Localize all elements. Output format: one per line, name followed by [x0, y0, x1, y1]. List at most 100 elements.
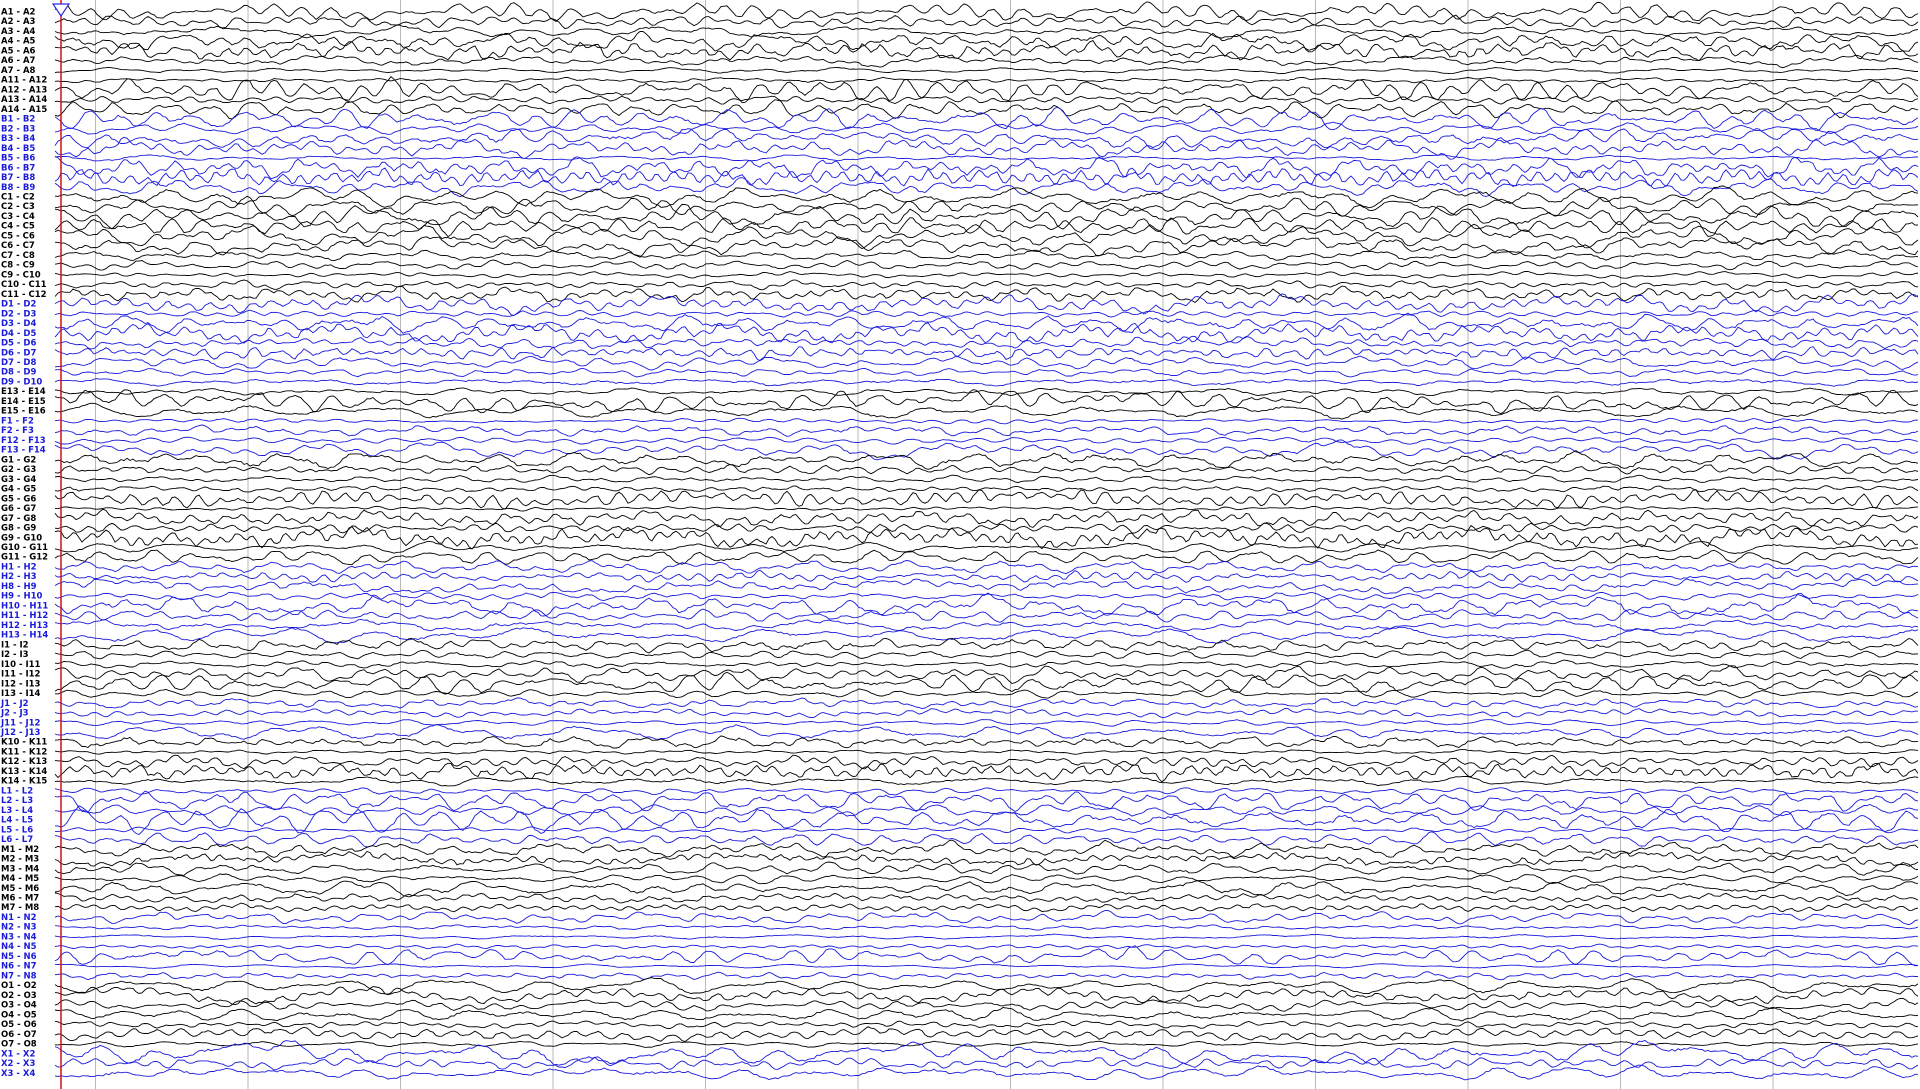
channel-label[interactable]: C9 - C10: [1, 270, 41, 280]
channel-label[interactable]: A6 - A7: [1, 56, 36, 66]
channel-label[interactable]: H1 - H2: [1, 562, 37, 572]
channel-label[interactable]: A7 - A8: [1, 66, 36, 76]
channel-label[interactable]: F2 - F3: [1, 426, 34, 436]
channel-label[interactable]: K11 - K12: [1, 747, 47, 757]
channel-label[interactable]: B2 - B3: [1, 124, 35, 134]
channel-label[interactable]: C8 - C9: [1, 261, 35, 271]
channel-label[interactable]: A14 - A15: [1, 105, 47, 115]
channel-label[interactable]: B1 - B2: [1, 115, 35, 125]
channel-label[interactable]: C4 - C5: [1, 222, 35, 232]
channel-label[interactable]: M7 - M8: [1, 903, 39, 913]
channel-label[interactable]: O5 - O6: [1, 1020, 37, 1030]
channel-label[interactable]: E14 - E15: [1, 397, 46, 407]
channel-label[interactable]: B4 - B5: [1, 144, 35, 154]
channel-label[interactable]: G7 - G8: [1, 514, 36, 524]
channel-label[interactable]: X1 - X2: [1, 1049, 35, 1059]
channel-label[interactable]: N6 - N7: [1, 962, 37, 972]
channel-label[interactable]: A1 - A2: [1, 8, 36, 18]
channel-label[interactable]: O1 - O2: [1, 981, 37, 991]
channel-label[interactable]: K10 - K11: [1, 738, 47, 748]
channel-label[interactable]: N1 - N2: [1, 913, 37, 923]
channel-label[interactable]: G10 - G11: [1, 543, 48, 553]
channel-label[interactable]: L5 - L6: [1, 825, 33, 835]
channel-label[interactable]: G4 - G5: [1, 485, 36, 495]
channel-label[interactable]: C7 - C8: [1, 251, 35, 261]
channel-label[interactable]: A3 - A4: [1, 27, 36, 37]
channel-label[interactable]: D2 - D3: [1, 309, 36, 319]
channel-label[interactable]: C2 - C3: [1, 202, 35, 212]
channel-label[interactable]: C1 - C2: [1, 192, 35, 202]
channel-label[interactable]: F13 - F14: [1, 446, 46, 456]
channel-label[interactable]: L3 - L4: [1, 806, 33, 816]
channel-label[interactable]: D5 - D6: [1, 339, 36, 349]
channel-label[interactable]: A13 - A14: [1, 95, 47, 105]
channel-label[interactable]: M2 - M3: [1, 855, 39, 865]
channel-label[interactable]: D4 - D5: [1, 329, 36, 339]
channel-label[interactable]: H2 - H3: [1, 572, 37, 582]
channel-label[interactable]: A2 - A3: [1, 17, 36, 27]
channel-label[interactable]: E13 - E14: [1, 387, 46, 397]
channel-label[interactable]: K13 - K14: [1, 767, 47, 777]
channel-label[interactable]: G8 - G9: [1, 524, 36, 534]
cursor-marker[interactable]: [51, 3, 71, 18]
channel-label[interactable]: M3 - M4: [1, 864, 39, 874]
channel-label[interactable]: B8 - B9: [1, 183, 35, 193]
channel-label[interactable]: G3 - G4: [1, 475, 36, 485]
channel-label[interactable]: I1 - I2: [1, 640, 29, 650]
channel-label[interactable]: K14 - K15: [1, 777, 47, 787]
channel-label[interactable]: J11 - J12: [0, 718, 41, 728]
channel-label[interactable]: L6 - L7: [1, 835, 33, 845]
channel-label[interactable]: N3 - N4: [1, 932, 37, 942]
channel-label[interactable]: J2 - J3: [0, 709, 29, 719]
channel-label[interactable]: M4 - M5: [1, 874, 39, 884]
channel-label[interactable]: C5 - C6: [1, 231, 35, 241]
channel-label[interactable]: X2 - X3: [1, 1059, 35, 1069]
channel-label[interactable]: N5 - N6: [1, 952, 37, 962]
channel-label[interactable]: G1 - G2: [1, 455, 36, 465]
channel-label[interactable]: M1 - M2: [1, 845, 39, 855]
channel-label[interactable]: B5 - B6: [1, 154, 35, 164]
channel-label[interactable]: D1 - D2: [1, 300, 36, 310]
channel-label[interactable]: I11 - I12: [1, 670, 41, 680]
channel-label[interactable]: G5 - G6: [1, 494, 36, 504]
channel-label[interactable]: B6 - B7: [1, 163, 35, 173]
channel-label[interactable]: J12 - J13: [0, 728, 41, 738]
channel-label[interactable]: O2 - O3: [1, 991, 37, 1001]
channel-label[interactable]: O7 - O8: [1, 1040, 37, 1050]
channel-label[interactable]: D6 - D7: [1, 348, 36, 358]
channel-label[interactable]: C6 - C7: [1, 241, 35, 251]
channel-label[interactable]: H10 - H11: [1, 601, 48, 611]
channel-label[interactable]: D8 - D9: [1, 368, 36, 378]
channel-label[interactable]: C11 - C12: [1, 290, 47, 300]
channel-label[interactable]: I10 - I11: [1, 660, 41, 670]
channel-label[interactable]: I12 - I13: [1, 679, 41, 689]
channel-label[interactable]: H11 - H12: [1, 611, 48, 621]
channel-label[interactable]: K12 - K13: [1, 757, 47, 767]
channel-label[interactable]: D7 - D8: [1, 358, 36, 368]
channel-label[interactable]: O6 - O7: [1, 1030, 37, 1040]
channel-label[interactable]: D3 - D4: [1, 319, 36, 329]
channel-label[interactable]: N2 - N3: [1, 923, 37, 933]
channel-label[interactable]: M6 - M7: [1, 894, 39, 904]
channel-label[interactable]: F1 - F2: [1, 416, 34, 426]
channel-label[interactable]: M5 - M6: [1, 884, 39, 894]
channel-label[interactable]: H12 - H13: [1, 621, 48, 631]
channel-label[interactable]: C10 - C11: [1, 280, 47, 290]
channel-label[interactable]: L1 - L2: [1, 786, 33, 796]
channel-label[interactable]: G11 - G12: [1, 553, 48, 563]
channel-label[interactable]: G6 - G7: [1, 504, 36, 514]
channel-label[interactable]: O4 - O5: [1, 1010, 37, 1020]
channel-label[interactable]: O3 - O4: [1, 1001, 37, 1011]
channel-label[interactable]: B3 - B4: [1, 134, 35, 144]
channel-label[interactable]: L2 - L3: [1, 796, 33, 806]
channel-label[interactable]: F12 - F13: [1, 436, 46, 446]
channel-label[interactable]: B7 - B8: [1, 173, 35, 183]
channel-label[interactable]: A4 - A5: [1, 37, 36, 47]
channel-label[interactable]: C3 - C4: [1, 212, 35, 222]
channel-label[interactable]: J1 - J2: [0, 699, 29, 709]
channel-label[interactable]: H13 - H14: [1, 631, 48, 641]
channel-label[interactable]: X3 - X4: [1, 1069, 35, 1079]
channel-label[interactable]: D9 - D10: [1, 377, 42, 387]
channel-label[interactable]: I13 - I14: [1, 689, 41, 699]
channel-label[interactable]: H8 - H9: [1, 582, 37, 592]
